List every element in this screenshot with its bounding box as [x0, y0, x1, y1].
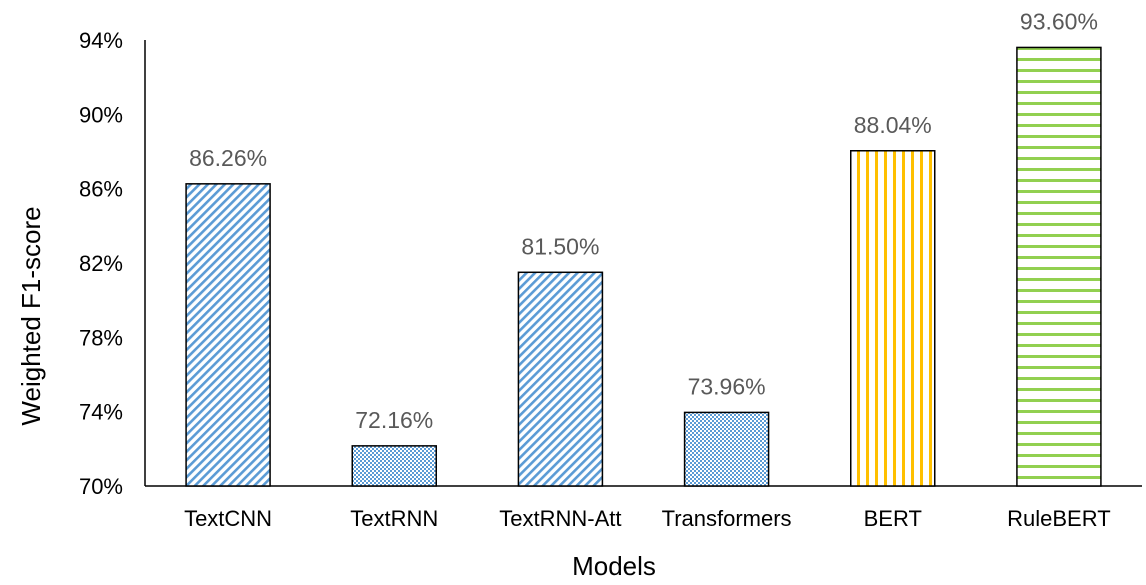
y-axis-title: Weighted F1-score [16, 206, 46, 425]
y-tick-label: 94% [79, 28, 123, 53]
y-tick-label: 74% [79, 400, 123, 425]
y-tick-label: 78% [79, 325, 123, 350]
data-label: 81.50% [521, 233, 599, 259]
data-label: 73.96% [688, 373, 766, 399]
data-labels: 86.26% 72.16% 81.50% 73.96% 88.04% 93.60% [189, 8, 1098, 432]
x-axis-title: Models [572, 551, 656, 581]
axes [144, 40, 1142, 487]
category-label: Transformers [662, 506, 792, 531]
y-tick-label: 86% [79, 177, 123, 202]
bar [850, 150, 936, 487]
category-label: TextRNN-Att [499, 506, 621, 531]
data-label: 72.16% [355, 407, 433, 433]
y-tick-labels: 70% 74% 78% 82% 86% 90% 94% [79, 28, 123, 499]
category-label: RuleBERT [1007, 506, 1111, 531]
data-label: 93.60% [1020, 8, 1098, 34]
category-label: TextRNN [350, 506, 438, 531]
y-tick-label: 70% [79, 474, 123, 499]
category-labels: TextCNN TextRNN TextRNN-Att Transformers BER… [184, 506, 1111, 531]
category-label: BERT [864, 506, 922, 531]
category-label: TextCNN [184, 506, 272, 531]
data-label: 88.04% [854, 112, 932, 138]
bar [1016, 46, 1102, 487]
bar [185, 183, 271, 487]
bar [517, 271, 604, 487]
data-label: 86.26% [189, 145, 267, 171]
bar [683, 411, 770, 487]
y-tick-label: 90% [79, 102, 123, 127]
y-tick-label: 82% [79, 251, 123, 276]
bars [185, 46, 1102, 487]
bar [351, 445, 437, 487]
